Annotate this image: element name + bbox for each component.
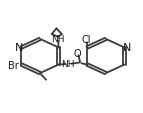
Text: NH: NH [62,60,75,69]
Text: Cl: Cl [82,35,91,45]
Text: O: O [74,48,81,58]
Text: Br: Br [8,61,19,71]
Text: N: N [15,42,23,52]
Text: NH: NH [51,35,65,44]
Text: N: N [123,42,132,52]
